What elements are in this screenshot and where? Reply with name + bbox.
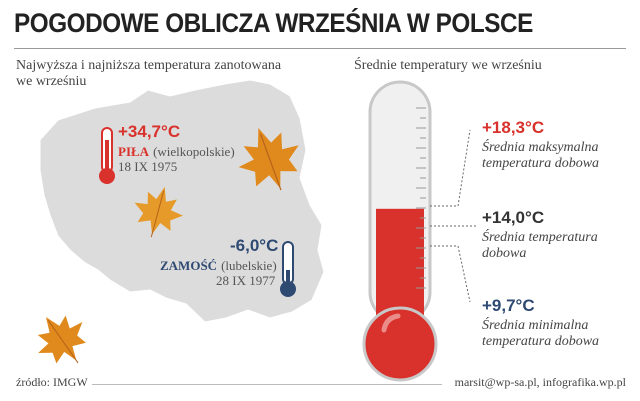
avg-min-desc: Średnia minimalna temperatura dobowa	[482, 318, 599, 350]
avg-min-desc-line2: temperatura dobowa	[482, 334, 600, 349]
min-record-city: ZAMOŚĆ	[160, 258, 218, 273]
avg-min-desc-line1: Średnia minimalna	[482, 318, 589, 333]
min-thermometer-icon	[280, 241, 296, 297]
page-title: POGODOWE OBLICZA WRZEŚNIA W POLSCE	[14, 8, 533, 38]
average-thermometer	[362, 80, 438, 382]
avg-mean-desc: Średnia temperatura dobowa	[482, 230, 598, 262]
min-record-value: -6,0°C	[230, 236, 279, 255]
avg-mean-value: +14,0°C	[482, 208, 545, 227]
title-divider	[14, 48, 626, 49]
left-subtitle-line2: we wrześniu	[16, 74, 87, 89]
max-record-city: PIŁA	[118, 144, 150, 159]
max-record-value: +34,7°C	[118, 122, 181, 141]
maple-leaf-icon	[134, 186, 183, 238]
footer-source: źródło: IMGW	[16, 375, 88, 389]
avg-max-desc-line2: temperatura dobowa	[482, 156, 600, 171]
left-subtitle: Najwyższa i najniższa temperatura zanoto…	[16, 58, 281, 90]
max-record-location: PIŁA (wielkopolskie)	[118, 143, 235, 161]
maple-leaf-icon	[238, 128, 299, 191]
right-subtitle: Średnie temperatury we wrześniu	[354, 58, 542, 73]
maple-leaf-icon	[37, 315, 86, 364]
max-thermometer-icon	[99, 127, 115, 184]
avg-max-desc: Średnia maksymalna temperatura dobowa	[482, 140, 599, 172]
left-subtitle-line1: Najwyższa i najniższa temperatura zanoto…	[16, 58, 282, 73]
avg-mean-desc-line2: dobowa	[482, 246, 527, 261]
leader-line-max	[430, 129, 471, 207]
avg-min-value: +9,7°C	[482, 296, 535, 315]
max-record-date: 18 IX 1975	[118, 159, 178, 174]
avg-max-value: +18,3°C	[482, 118, 545, 137]
avg-mean-desc-line1: Średnia temperatura	[482, 230, 598, 245]
min-record-date: 28 IX 1977	[216, 273, 276, 288]
max-record-region: (wielkopolskie)	[153, 144, 235, 159]
min-record-location: ZAMOŚĆ (lubelskie)	[160, 257, 277, 275]
footer-credit: marsit@wp-sa.pl, infografika.wp.pl	[454, 375, 626, 389]
leader-line-min	[430, 245, 471, 303]
avg-max-desc-line1: Średnia maksymalna	[482, 140, 599, 155]
min-record-region: (lubelskie)	[221, 258, 277, 273]
footer-divider	[92, 384, 442, 385]
